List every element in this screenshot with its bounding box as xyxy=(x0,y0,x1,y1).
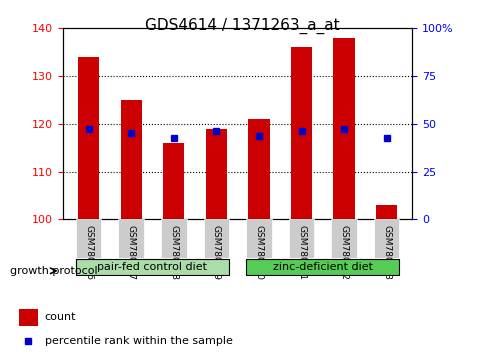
Text: GSM780659: GSM780659 xyxy=(212,225,220,280)
Bar xyxy=(78,57,99,219)
FancyBboxPatch shape xyxy=(246,219,271,258)
Bar xyxy=(163,143,184,219)
FancyBboxPatch shape xyxy=(76,259,228,275)
FancyBboxPatch shape xyxy=(373,219,399,258)
Bar xyxy=(333,38,354,219)
FancyBboxPatch shape xyxy=(331,219,356,258)
Bar xyxy=(205,129,227,219)
Text: GSM780662: GSM780662 xyxy=(339,225,348,280)
Text: count: count xyxy=(45,312,76,322)
Text: GSM780658: GSM780658 xyxy=(169,225,178,280)
FancyBboxPatch shape xyxy=(203,219,228,258)
FancyBboxPatch shape xyxy=(288,219,314,258)
Text: GSM780661: GSM780661 xyxy=(296,225,305,280)
FancyBboxPatch shape xyxy=(118,219,144,258)
FancyBboxPatch shape xyxy=(246,259,399,275)
Bar xyxy=(248,119,269,219)
Text: growth protocol: growth protocol xyxy=(10,266,97,276)
Bar xyxy=(121,100,141,219)
FancyBboxPatch shape xyxy=(76,219,101,258)
Text: pair-fed control diet: pair-fed control diet xyxy=(97,262,207,272)
Text: zinc-deficient diet: zinc-deficient diet xyxy=(272,262,372,272)
FancyBboxPatch shape xyxy=(161,219,186,258)
Text: GDS4614 / 1371263_a_at: GDS4614 / 1371263_a_at xyxy=(145,18,339,34)
Text: GSM780660: GSM780660 xyxy=(254,225,263,280)
Bar xyxy=(375,205,396,219)
Text: percentile rank within the sample: percentile rank within the sample xyxy=(45,336,232,346)
Text: GSM780657: GSM780657 xyxy=(126,225,136,280)
Bar xyxy=(19,309,38,326)
Text: GSM780663: GSM780663 xyxy=(381,225,391,280)
Bar xyxy=(290,47,312,219)
Text: GSM780656: GSM780656 xyxy=(84,225,93,280)
